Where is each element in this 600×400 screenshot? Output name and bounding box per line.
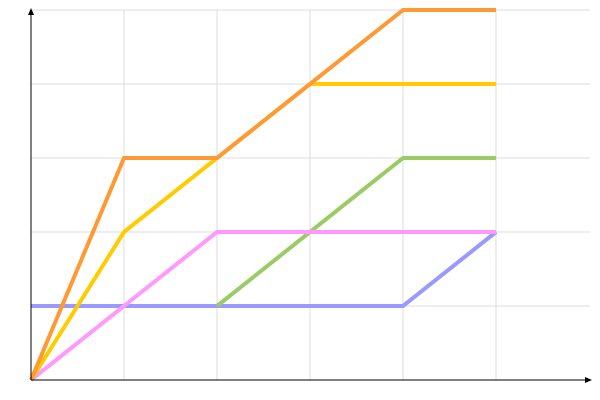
series-line-3: [29, 230, 496, 382]
series-line-1: [31, 230, 498, 308]
grid: [31, 9, 590, 380]
y-axis-arrow: [28, 8, 34, 15]
x-axis-arrow: [585, 377, 592, 383]
series-group: [29, 8, 498, 382]
series-line-2: [215, 156, 496, 308]
axes: [28, 8, 592, 383]
series-line-5: [29, 8, 496, 381]
